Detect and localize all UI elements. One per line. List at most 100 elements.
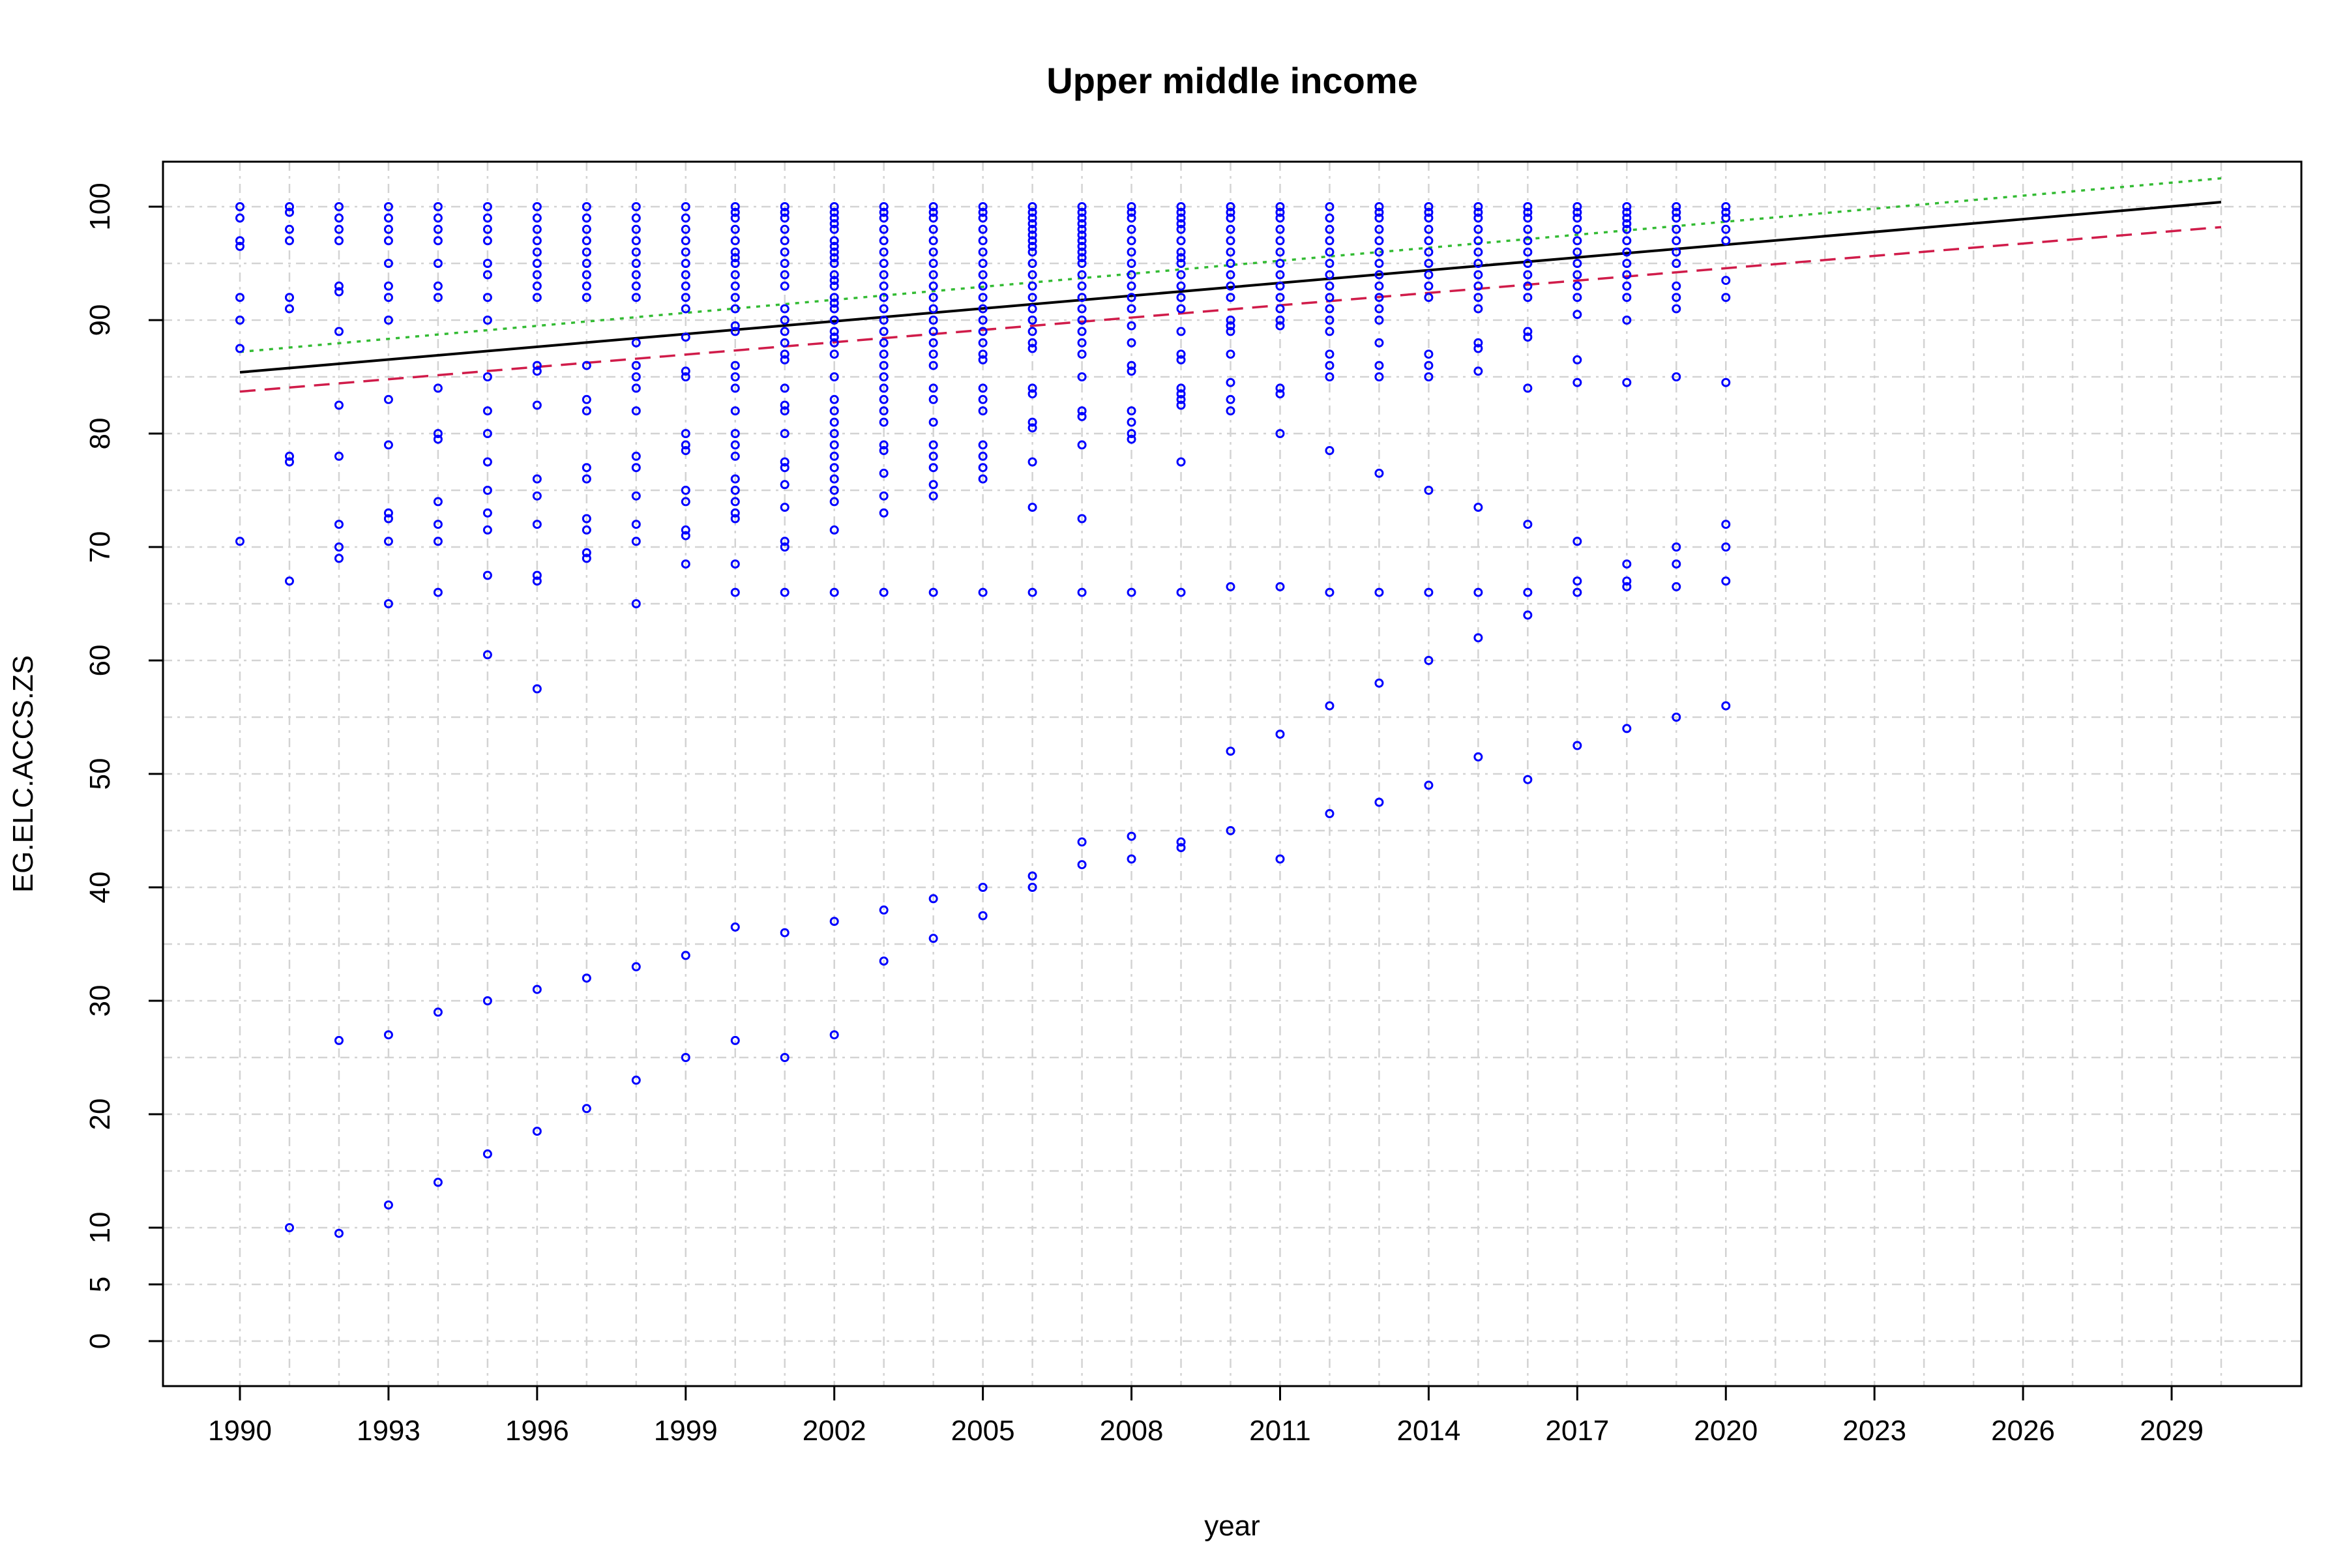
data-point (1325, 327, 1335, 336)
data-point (829, 247, 839, 257)
data-point (829, 281, 839, 291)
data-point (582, 1104, 591, 1114)
data-point (284, 236, 294, 246)
data-point (1672, 207, 1681, 217)
data-point (1424, 224, 1434, 234)
data-point (433, 1007, 443, 1017)
data-point (334, 287, 344, 297)
data-point (1374, 372, 1384, 381)
data-point (582, 394, 591, 404)
data-point (1473, 304, 1483, 314)
data-point (383, 508, 393, 518)
data-point (482, 202, 492, 211)
data-point (879, 905, 889, 915)
data-point (1275, 247, 1285, 257)
data-point (1176, 253, 1186, 263)
x-tick-label: 2014 (1396, 1415, 1460, 1447)
data-point (334, 542, 344, 552)
data-point (780, 928, 790, 938)
data-point (978, 293, 988, 303)
data-point (1572, 236, 1582, 246)
data-point (1127, 293, 1136, 303)
data-point (681, 259, 690, 268)
data-point (1127, 338, 1136, 348)
data-point (780, 406, 790, 416)
data-point (879, 956, 889, 966)
data-point (1027, 587, 1037, 597)
data-point (1077, 411, 1087, 421)
data-point (978, 911, 988, 921)
data-point (1721, 520, 1731, 529)
x-tick-label: 2005 (951, 1415, 1015, 1447)
data-point (631, 259, 641, 268)
data-point (780, 304, 790, 314)
data-point (334, 236, 344, 246)
data-point (532, 576, 542, 586)
data-point (681, 1053, 690, 1062)
data-point (433, 434, 443, 444)
data-point (829, 316, 839, 325)
data-point (978, 338, 988, 348)
data-point (730, 514, 740, 524)
data-point (482, 570, 492, 580)
data-point (1622, 724, 1632, 733)
data-point (1275, 321, 1285, 331)
data-point (1325, 259, 1335, 268)
data-point (879, 406, 889, 416)
data-point (730, 383, 740, 393)
data-point (681, 531, 690, 540)
data-point (1374, 247, 1384, 257)
data-point (1572, 293, 1582, 303)
y-tick-label: 100 (84, 183, 116, 230)
data-point (681, 497, 690, 507)
data-point (1572, 207, 1582, 217)
data-point (1622, 207, 1632, 217)
data-point (1424, 372, 1434, 381)
data-point (730, 1035, 740, 1045)
data-point (1721, 276, 1731, 286)
data-point (1176, 837, 1186, 847)
data-point (1077, 316, 1087, 325)
data-point (1176, 304, 1186, 314)
data-point (1424, 202, 1434, 211)
data-point (334, 213, 344, 223)
data-point (829, 372, 839, 381)
y-tick-label: 60 (84, 645, 116, 677)
data-point (532, 361, 542, 370)
data-point (1275, 281, 1285, 291)
data-point (1523, 281, 1533, 291)
data-point (1622, 281, 1632, 291)
data-point (631, 372, 641, 381)
data-point (928, 440, 938, 450)
data-point (1622, 293, 1632, 303)
data-point (1374, 213, 1384, 223)
data-point (532, 293, 542, 303)
x-axis-ticks: 1990 1993 1996 1999 2002 2005 2008 2011 2014 2017… (208, 1386, 2204, 1447)
data-point (1672, 281, 1681, 291)
data-point (433, 293, 443, 303)
data-point (1176, 457, 1186, 467)
data-point (1572, 281, 1582, 291)
data-point (582, 514, 591, 524)
data-point (879, 316, 889, 325)
data-point (928, 417, 938, 427)
data-point (1226, 747, 1235, 756)
data-point (532, 366, 542, 376)
data-point (532, 684, 542, 694)
data-point (482, 429, 492, 438)
data-point (1127, 361, 1136, 370)
data-point (730, 247, 740, 257)
data-point (582, 474, 591, 484)
data-point (1622, 259, 1632, 268)
data-point (978, 327, 988, 336)
y-tick-label: 10 (84, 1212, 116, 1244)
data-point (1374, 281, 1384, 291)
data-point (928, 491, 938, 501)
data-point (1176, 213, 1186, 223)
data-point (879, 304, 889, 314)
data-point (1424, 361, 1434, 370)
data-point (1523, 207, 1533, 217)
data-point (433, 587, 443, 597)
data-point (1127, 304, 1136, 314)
